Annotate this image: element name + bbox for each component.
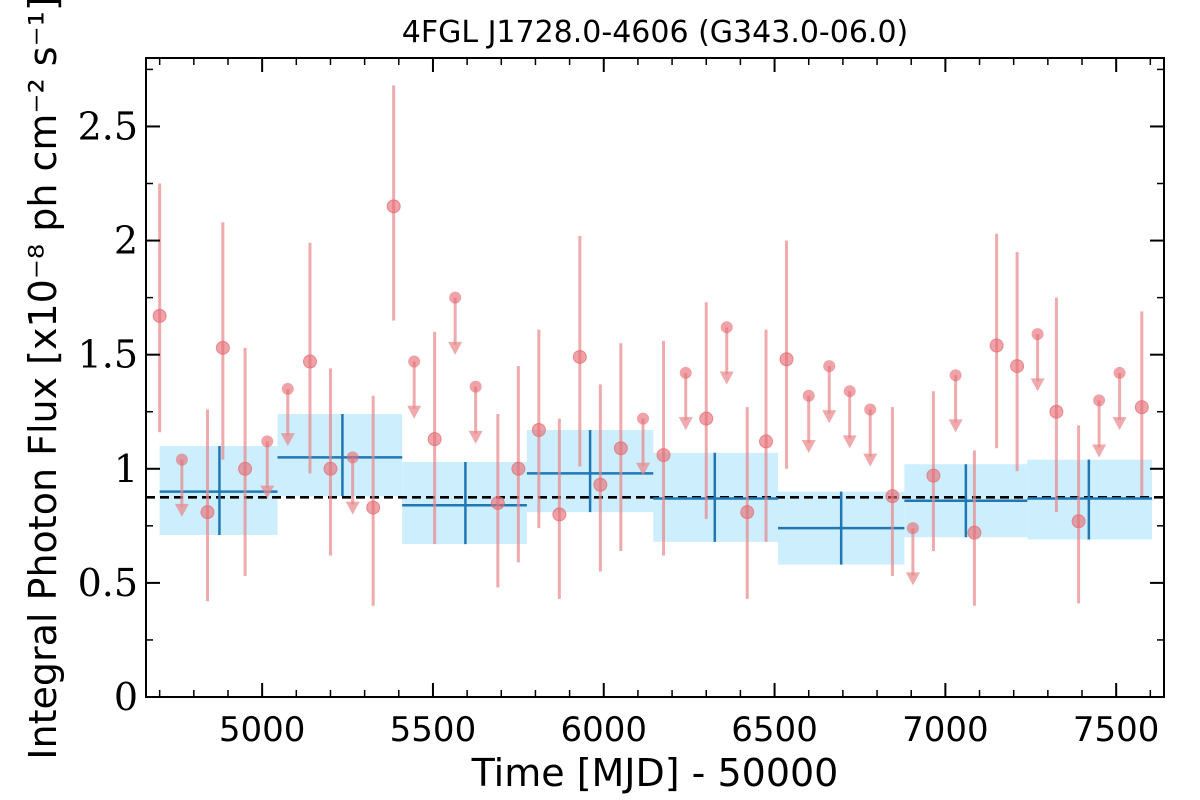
upper-limit-marker xyxy=(449,291,462,304)
upper-limit-arrow xyxy=(280,433,295,447)
upper-limit-arrow xyxy=(1112,417,1127,431)
y-axis-label: Integral Photon Flux [x10⁻⁸ ph cm⁻² s⁻¹] xyxy=(21,0,65,760)
upper-limit-marker xyxy=(906,522,919,535)
y-tick-label: 2 xyxy=(114,219,138,263)
upper-limit-arrow xyxy=(863,453,878,467)
upper-limit-arrow xyxy=(1092,444,1107,458)
upper-limit-arrow xyxy=(948,419,963,433)
chart-title: 4FGL J1728.0-4606 (G343.0-06.0) xyxy=(402,15,909,50)
short-bin-point xyxy=(1049,404,1064,419)
short-bin-point xyxy=(926,468,941,483)
upper-limit-marker xyxy=(679,366,692,379)
upper-limit-arrow xyxy=(260,485,275,499)
short-bin-point xyxy=(779,352,794,367)
upper-limit-marker xyxy=(346,451,359,464)
y-tick-label: 0 xyxy=(114,675,138,719)
short-bin-point xyxy=(152,308,167,323)
plot-frame xyxy=(145,57,1165,698)
short-bin-point xyxy=(740,505,755,520)
x-tick-label: 6500 xyxy=(731,710,818,750)
y-tick-label: 2.5 xyxy=(78,104,138,148)
x-tick-label: 7500 xyxy=(1073,710,1160,750)
upper-limit-arrow xyxy=(174,503,189,517)
short-bin-point xyxy=(238,461,253,476)
upper-limit-arrow xyxy=(1030,378,1045,392)
upper-limit-marker xyxy=(469,380,482,393)
upper-limit-arrow xyxy=(905,572,920,586)
upper-limit-marker xyxy=(261,435,274,448)
short-bin-point xyxy=(490,496,505,511)
short-bin-point xyxy=(552,507,567,522)
upper-limit-marker xyxy=(175,453,188,466)
short-bin-point xyxy=(531,422,546,437)
x-tick-label: 5000 xyxy=(219,710,306,750)
upper-limit-marker xyxy=(1031,328,1044,341)
y-tick-label: 1 xyxy=(114,447,138,491)
upper-limit-marker xyxy=(281,382,294,395)
short-bin-point xyxy=(1134,400,1149,415)
x-tick-label: 6000 xyxy=(560,710,647,750)
y-tick-label: 1.5 xyxy=(78,333,138,377)
short-bin-point xyxy=(366,500,381,515)
short-bin-point xyxy=(656,448,671,463)
short-bin-point xyxy=(699,411,714,426)
upper-limit-marker xyxy=(864,403,877,416)
short-bin-point xyxy=(989,338,1004,353)
short-bin-point xyxy=(323,461,338,476)
short-bin-point xyxy=(200,505,215,520)
short-bin-point xyxy=(302,354,317,369)
upper-limit-marker xyxy=(720,321,733,334)
short-bin-point xyxy=(885,489,900,504)
short-bin-point xyxy=(1071,514,1086,529)
upper-limit-arrow xyxy=(822,410,837,424)
short-bin-point xyxy=(967,525,982,540)
short-bin-point xyxy=(1010,359,1025,374)
short-bin-point xyxy=(386,199,401,214)
x-axis-label: Time [MJD] - 50000 xyxy=(471,751,839,795)
x-tick-label: 7000 xyxy=(902,710,989,750)
axes: 5000 5500 6000 6500 7000 7500 0 0.5 1 1.5 2 2.5 xyxy=(78,57,1165,750)
upper-limit-marker xyxy=(802,389,815,402)
upper-limit-marker xyxy=(1113,366,1126,379)
x-tick-label: 5500 xyxy=(390,710,477,750)
upper-limit-arrow xyxy=(842,435,857,449)
short-bin-point xyxy=(613,441,628,456)
upper-limit-arrow xyxy=(448,341,463,355)
short-bin-point xyxy=(759,434,774,449)
upper-limit-arrow xyxy=(407,405,422,419)
short-bin-point xyxy=(427,432,442,447)
upper-limit-marker xyxy=(823,360,836,373)
plot-area xyxy=(146,85,1164,606)
short-bin-point xyxy=(593,477,608,492)
upper-limit-arrow xyxy=(468,430,483,444)
upper-limit-marker xyxy=(637,412,650,425)
long-bin-band xyxy=(277,414,403,497)
short-bin-point xyxy=(511,461,526,476)
upper-limit-marker xyxy=(408,355,421,368)
short-bin-point xyxy=(572,349,587,364)
upper-limit-arrow xyxy=(345,501,360,515)
upper-limit-arrow xyxy=(678,417,693,431)
upper-limit-arrow xyxy=(719,371,734,385)
upper-limit-marker xyxy=(1093,394,1106,407)
upper-limit-marker xyxy=(843,385,856,398)
short-bin-point xyxy=(215,340,230,355)
upper-limit-arrow xyxy=(801,439,816,453)
y-tick-label: 0.5 xyxy=(78,561,138,605)
upper-limit-arrow xyxy=(636,462,651,476)
upper-limit-marker xyxy=(949,369,962,382)
